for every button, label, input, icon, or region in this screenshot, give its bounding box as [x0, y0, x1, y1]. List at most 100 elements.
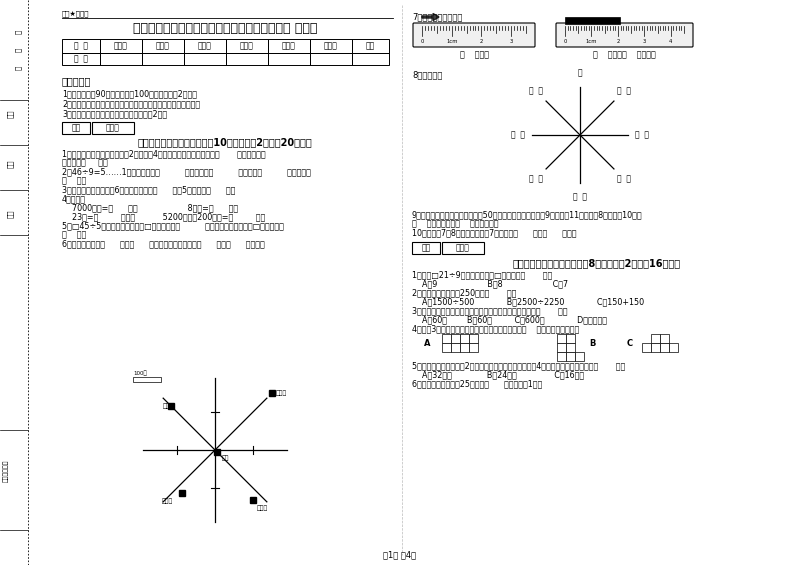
Bar — [226, 53, 268, 65]
Text: 装: 装 — [14, 30, 22, 34]
Text: 综合题: 综合题 — [282, 41, 296, 50]
Bar — [142, 53, 184, 65]
Bar — [442, 343, 451, 352]
Text: （  ）: （ ） — [529, 175, 543, 183]
Text: （  ）: （ ） — [573, 193, 587, 202]
Bar — [660, 343, 669, 352]
Bar — [100, 53, 142, 65]
Bar — [268, 53, 310, 65]
Text: 2．46÷9=5……1中，被除数是（          ），除数是（          ），商是（          ），余数是: 2．46÷9=5……1中，被除数是（ ），除数是（ ），商是（ ），余数是 — [62, 167, 311, 176]
Bar — [142, 39, 184, 53]
Text: 2．下面的结果刚好是250的是（       ）。: 2．下面的结果刚好是250的是（ ）。 — [412, 288, 516, 297]
Bar — [442, 242, 484, 254]
Text: （    ）。: （ ）。 — [62, 230, 86, 239]
Text: （  ）: （ ） — [529, 86, 543, 95]
Text: 4．下列3个图形中，每个小正方形都一样大，那么（    ）图形的周长最长。: 4．下列3个图形中，每个小正方形都一样大，那么（ ）图形的周长最长。 — [412, 324, 579, 333]
Text: C: C — [627, 338, 633, 347]
Text: 1．劳动课上做纸花，红红做了2朵纸花，4朵蓝花，红花占纸花总数的（       ）。蓝花占纸: 1．劳动课上做纸花，红红做了2朵纸花，4朵蓝花，红花占纸花总数的（ ）。蓝花占纸 — [62, 149, 266, 158]
Text: 2: 2 — [616, 39, 619, 44]
Text: 得分: 得分 — [71, 124, 81, 133]
Bar — [575, 352, 584, 361]
Text: 100米: 100米 — [133, 370, 146, 376]
Text: （    ）跑得最快，（    ）跑得最慢。: （ ）跑得最快，（ ）跑得最慢。 — [412, 219, 498, 228]
Text: 9．体育老师对第一小组同学进行50米跑测试，成绩如下小红9秒，小丽11秒，小明8秒，小军10秒。: 9．体育老师对第一小组同学进行50米跑测试，成绩如下小红9秒，小丽11秒，小明8… — [412, 210, 642, 219]
Bar — [352, 39, 389, 53]
Text: 1cm: 1cm — [446, 39, 458, 44]
Text: 微密★启用前: 微密★启用前 — [62, 10, 90, 17]
Text: 1cm: 1cm — [586, 39, 597, 44]
Text: 23吨=（         ）千克           5200千克－200千克=（         ）吨: 23吨=（ ）千克 5200千克－200千克=（ ）吨 — [62, 212, 266, 221]
Text: 0: 0 — [420, 39, 424, 44]
Bar — [566, 334, 575, 343]
Text: （  ）: （ ） — [617, 86, 631, 95]
Text: 4: 4 — [669, 39, 673, 44]
Text: 学号: 学号 — [6, 210, 14, 219]
Bar — [62, 122, 90, 134]
Bar — [669, 343, 678, 352]
Text: 3．把一根绳子平均分成6份，每份是它的（      ）。5份是它的（      ）。: 3．把一根绳子平均分成6份，每份是它的（ ）。5份是它的（ ）。 — [62, 185, 235, 194]
Text: 成绩（测评）: 成绩（测评） — [3, 460, 9, 483]
Text: 1．要使□21÷9的商是三位数，□里只能填（       ）。: 1．要使□21÷9的商是三位数，□里只能填（ ）。 — [412, 270, 552, 279]
Text: 2: 2 — [480, 39, 483, 44]
Bar — [642, 343, 651, 352]
Bar — [557, 334, 566, 343]
Text: 7．量出钉子的长度。: 7．量出钉子的长度。 — [412, 12, 462, 21]
Text: 得  分: 得 分 — [74, 54, 88, 63]
Bar — [133, 377, 161, 382]
Text: 计算题: 计算题 — [240, 41, 254, 50]
Text: 花总数的（     ）。: 花总数的（ ）。 — [62, 158, 108, 167]
Text: 小明家: 小明家 — [162, 498, 174, 503]
Text: 3．不要在试卷上乱写乱画，卷面不整洁扣2分。: 3．不要在试卷上乱写乱画，卷面不整洁扣2分。 — [62, 109, 167, 118]
Text: 一、用心思考，正确填空（共10小题，每题2分，共20分）。: 一、用心思考，正确填空（共10小题，每题2分，共20分）。 — [138, 137, 312, 147]
Text: A: A — [424, 338, 430, 347]
Bar — [557, 343, 566, 352]
Bar — [412, 242, 440, 254]
Bar — [566, 352, 575, 361]
Bar — [460, 343, 469, 352]
Text: 1．考试时间：90分钟，满分为100分（含卷面分2分）。: 1．考试时间：90分钟，满分为100分（含卷面分2分）。 — [62, 89, 197, 98]
Text: 考试须知：: 考试须知： — [62, 76, 91, 86]
Text: 2．请首先按要求在试卷的指定位置填写您的姓名、班级、学号。: 2．请首先按要求在试卷的指定位置填写您的姓名、班级、学号。 — [62, 99, 200, 108]
FancyBboxPatch shape — [413, 23, 535, 47]
Text: （    ）厘米（    ）毫米。: （ ）厘米（ ）毫米。 — [593, 50, 656, 59]
Text: 线: 线 — [14, 66, 22, 70]
Text: 选择题: 选择题 — [156, 41, 170, 50]
Text: 7000千克=（      ）吨                    8千克=（      ）克: 7000千克=（ ）吨 8千克=（ ）克 — [62, 203, 238, 212]
Text: 学校: 学校 — [222, 455, 230, 460]
Text: A．32厘米              B．24厘米               C．16厘米: A．32厘米 B．24厘米 C．16厘米 — [412, 370, 584, 379]
Bar — [310, 39, 352, 53]
Bar — [651, 334, 660, 343]
Bar — [184, 39, 226, 53]
Text: 10．时针在7和8之间，分针指向7，这时是（      ）时（      ）分。: 10．时针在7和8之间，分针指向7，这时是（ ）时（ ）分。 — [412, 228, 577, 237]
Text: 3．时针从上一个数字到相邻的下一个数字，经过的时间是（       ）。: 3．时针从上一个数字到相邻的下一个数字，经过的时间是（ ）。 — [412, 306, 567, 315]
Bar — [92, 122, 134, 134]
Bar — [451, 334, 460, 343]
Bar — [451, 343, 460, 352]
Text: 3: 3 — [510, 39, 513, 44]
Text: 6．平均每个同学体重25千克，（      ）名同学重1吨。: 6．平均每个同学体重25千克，（ ）名同学重1吨。 — [412, 379, 542, 388]
Bar — [469, 343, 478, 352]
Text: 评卷人: 评卷人 — [456, 244, 470, 253]
Text: 题  号: 题 号 — [74, 41, 88, 50]
Text: 总分: 总分 — [366, 41, 375, 50]
Text: 小明家: 小明家 — [276, 390, 287, 395]
Bar — [651, 343, 660, 352]
Text: 得分: 得分 — [422, 244, 430, 253]
Bar — [352, 53, 389, 65]
Bar — [310, 53, 352, 65]
Text: 姓名: 姓名 — [6, 160, 14, 168]
Text: （  ）: （ ） — [635, 131, 649, 140]
Text: 5．一个正方形的边长是2厘米，现在将边长扩大到原来的4倍，现在正方形的周长是（       ）。: 5．一个正方形的边长是2厘米，现在将边长扩大到原来的4倍，现在正方形的周长是（ … — [412, 361, 626, 370]
Bar — [184, 53, 226, 65]
Bar — [100, 39, 142, 53]
Bar — [62, 39, 100, 53]
Text: （  ）: （ ） — [617, 175, 631, 183]
Bar — [442, 334, 451, 343]
FancyArrow shape — [422, 14, 439, 20]
Text: 5．□45÷5，要使商是两位数，□里最大可填（          ），要使商是三位数，□里最小应填: 5．□45÷5，要使商是两位数，□里最大可填（ ），要使商是三位数，□里最小应填 — [62, 221, 284, 230]
Text: B: B — [589, 338, 595, 347]
Text: 6．小红家在学校（      ）方（      ）米处；小明家在学校（      ）方（      ）米处。: 6．小红家在学校（ ）方（ ）米处；小明家在学校（ ）方（ ）米处。 — [62, 239, 265, 248]
Bar — [268, 39, 310, 53]
Text: （    ）。: （ ）。 — [62, 176, 86, 185]
Text: 填空题: 填空题 — [114, 41, 128, 50]
